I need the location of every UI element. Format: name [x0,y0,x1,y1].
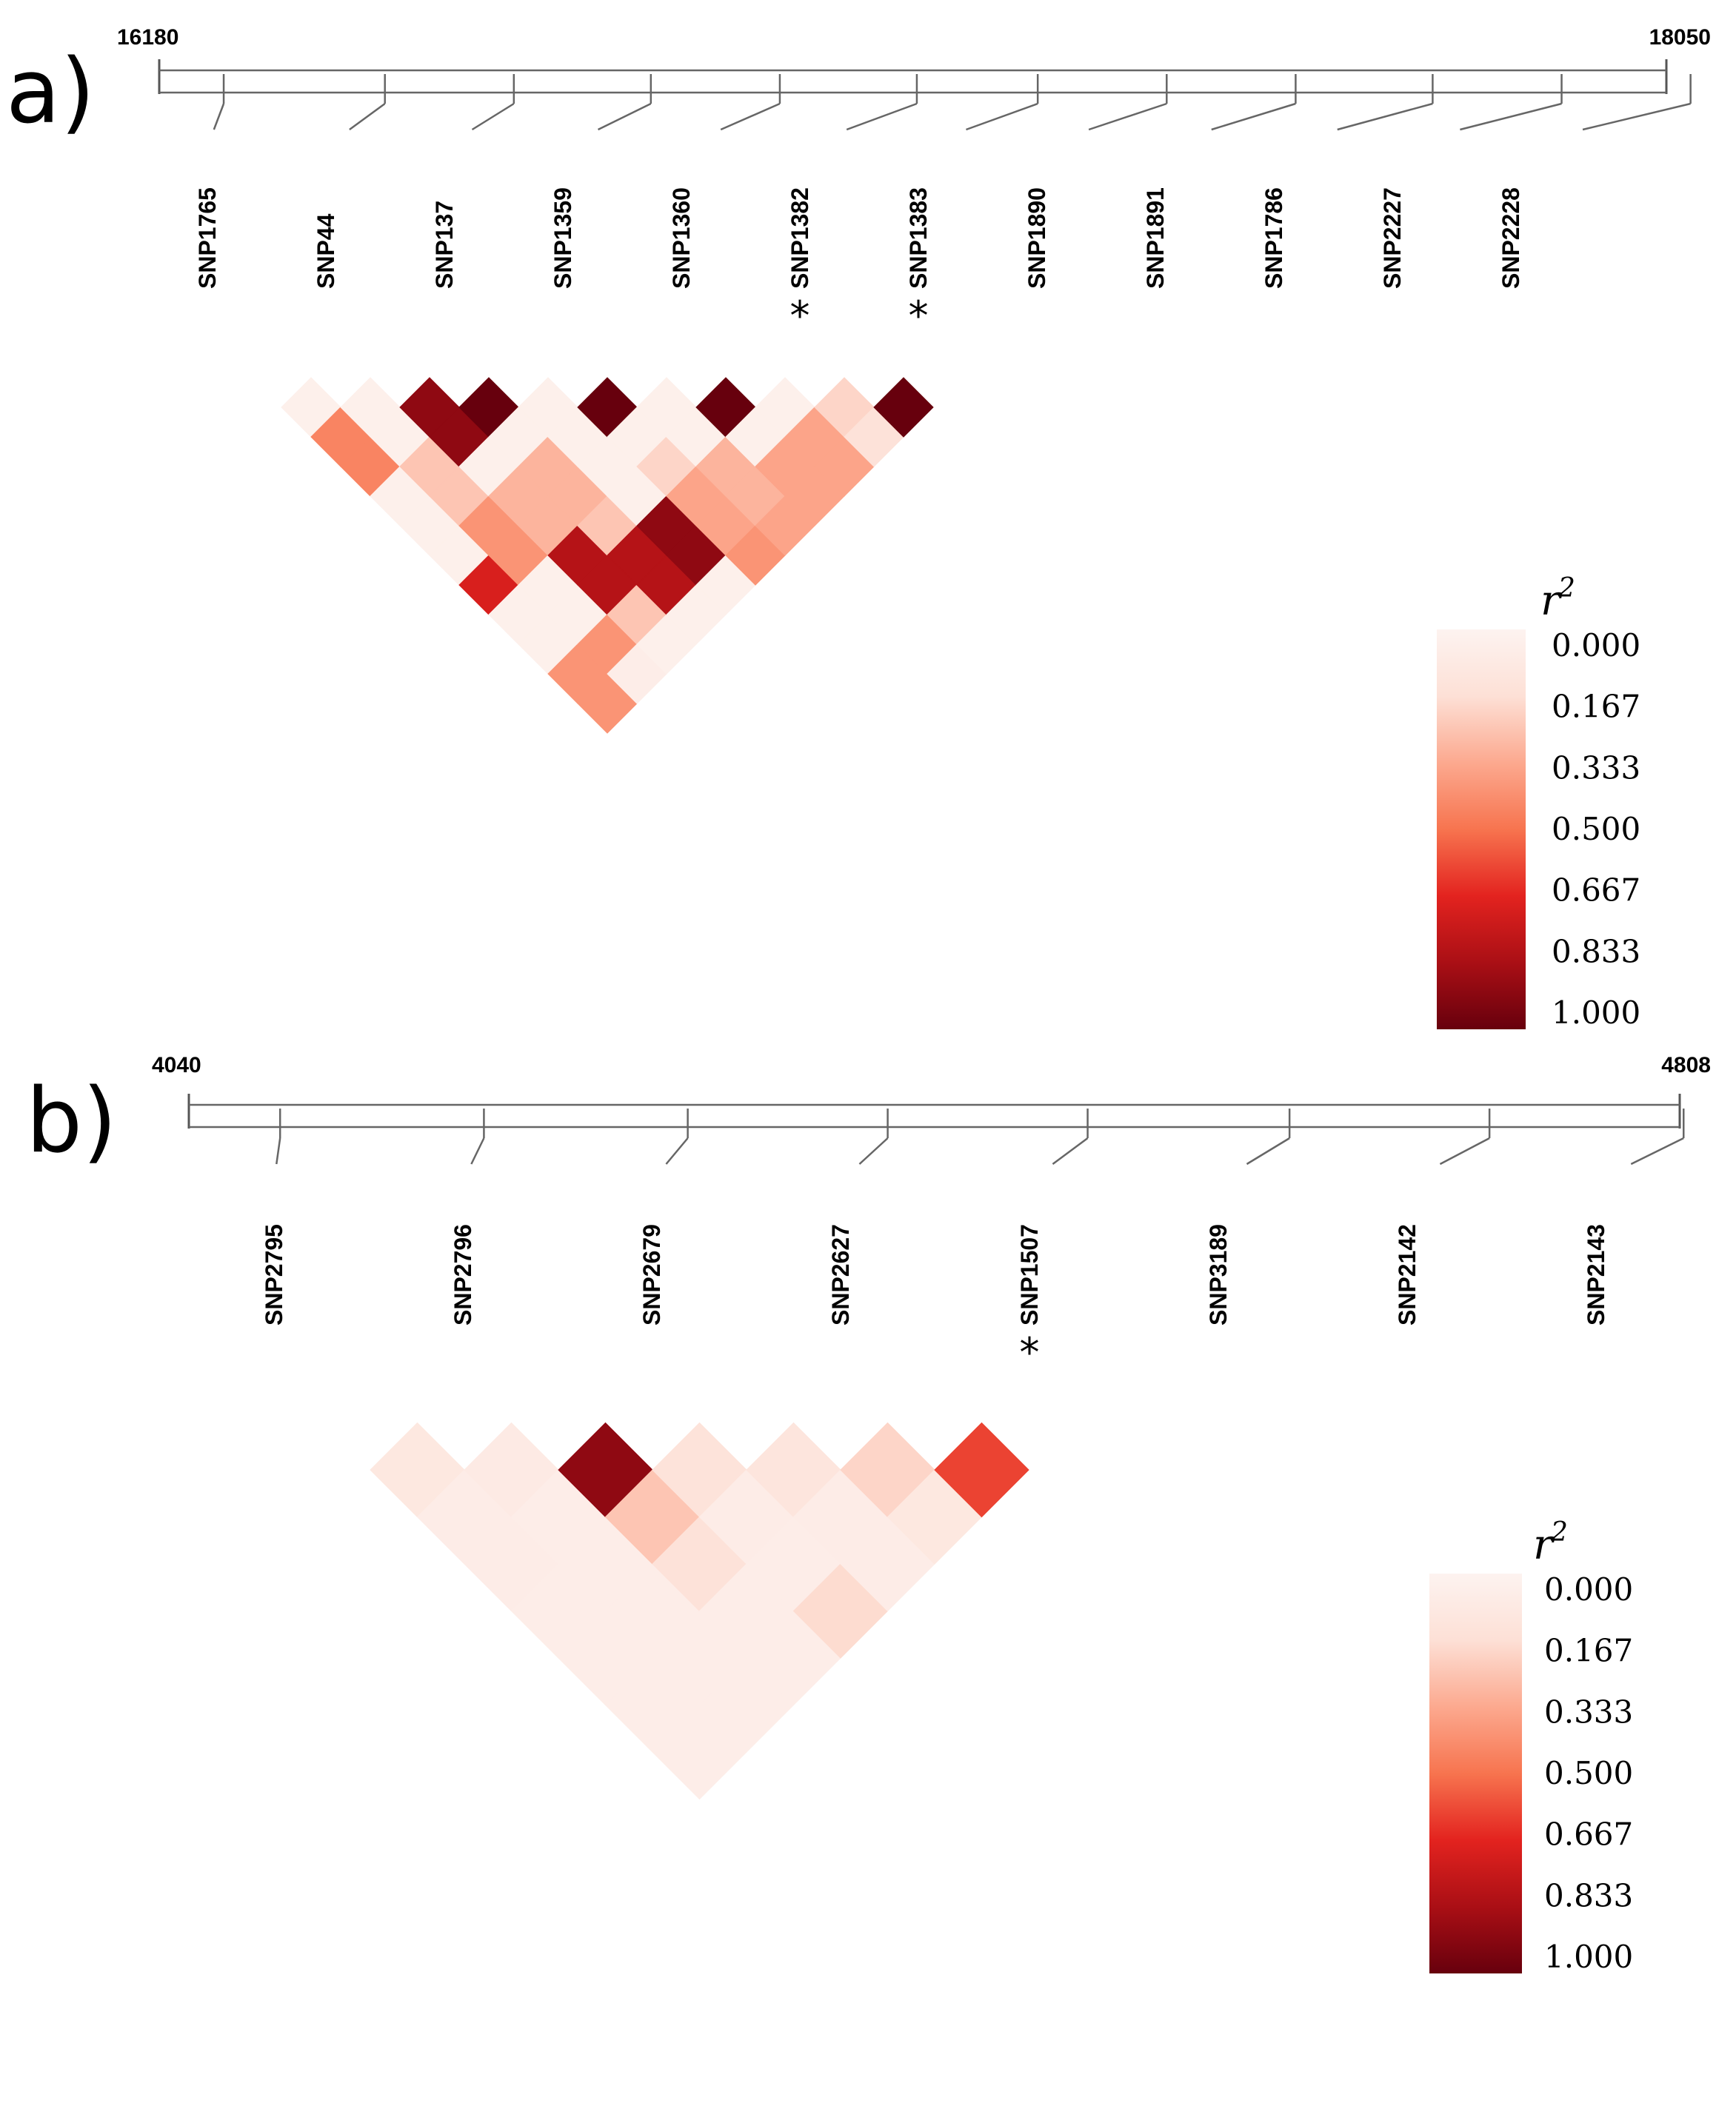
a-snp-label-SNP1765: SNP1765 [194,187,221,289]
b-star-marker-SNP1507: * [1020,1329,1040,1376]
panel-b-region-end: 4808 [1661,1053,1711,1077]
a-connector-SNP1890 [1088,102,1167,131]
b-legend-tick-3: 0.500 [1544,1755,1633,1791]
a-legend-tick-5: 0.833 [1552,933,1640,969]
a-legend-tick-1: 0.167 [1552,689,1640,725]
panel-a-ld-heatmap [281,377,934,734]
panel-b-region-start: 4040 [152,1053,201,1077]
b-connector-SNP2142 [1439,1137,1490,1166]
b-connector-SNP2679 [665,1137,689,1165]
a-legend-tick-3: 0.500 [1552,811,1640,847]
b-legend-tick-5: 0.833 [1544,1877,1633,1913]
a-legend-colorbar [1437,629,1526,1029]
a-ld-cell-SNP2227-SNP2228 [873,377,934,438]
b-connector-SNP1507 [1052,1137,1089,1166]
a-connector-SNP1382 [846,102,918,131]
b-legend-colorbar [1429,1574,1522,1973]
a-snp-label-SNP1891: SNP1891 [1142,187,1169,289]
b-snp-label-SNP2795: SNP2795 [261,1224,287,1326]
panel-b-snp-labels: SNP2795 SNP2796 SNP2679 SNP2627 SNP1507 * SNP3… [261,1224,1609,1376]
b-connector-SNP2795 [276,1137,281,1165]
panel-b: b) 4040 4808 SNP2795 SNP2796 SNP2679 SNP262… [26,1053,1711,1975]
a-snp-label-SNP44: SNP44 [313,213,339,289]
a-snp-label-SNP1360: SNP1360 [668,187,695,289]
b-ld-cell-SNP2142-SNP2143 [934,1422,1029,1518]
a-star-marker-SNP1383: * [909,292,929,339]
a-snp-label-SNP1382: SNP1382 [787,187,813,289]
panel-a-label: a) [6,41,95,144]
a-snp-label-SNP2228: SNP2228 [1498,187,1524,289]
b-connector-SNP2143 [1630,1137,1684,1166]
b-snp-label-SNP2143: SNP2143 [1583,1224,1609,1326]
a-connector-SNP1765 [213,103,225,130]
b-connector-SNP3189 [1246,1137,1290,1166]
a-legend-tick-6: 1.000 [1552,994,1640,1031]
b-legend-title: r [1533,1521,1555,1569]
a-snp-label-SNP2227: SNP2227 [1379,187,1406,289]
a-connector-SNP1383 [966,102,1038,131]
a-connector-SNP1360 [720,102,781,131]
a-snp-label-SNP137: SNP137 [431,201,458,289]
panel-a-region-start: 16180 [117,25,178,50]
panel-b-ld-heatmap [370,1422,1029,1800]
a-connector-SNP2227 [1460,102,1562,131]
a-legend-title: r [1540,577,1563,625]
a-legend-tick-4: 0.667 [1552,872,1640,909]
panel-b-legend: r2 0.000 0.167 0.333 0.500 0.667 0.833 1.000 [1429,1517,1633,1975]
b-legend-tick-4: 0.667 [1544,1816,1633,1853]
a-connector-SNP44 [349,102,386,131]
b-legend-tick-6: 1.000 [1544,1939,1633,1975]
panel-b-position-ruler [187,1094,1685,1166]
b-snp-label-SNP2679: SNP2679 [638,1224,665,1326]
b-snp-label-SNP1507: SNP1507 [1016,1224,1043,1326]
panel-a-snp-labels: SNP1765 SNP44 SNP137 SNP1359 SNP1360 SNP1382 *… [194,187,1524,339]
b-legend-tick-0: 0.000 [1544,1571,1633,1608]
panel-a: a) 16180 18050 SNP1765 SNP44 SNP137 SNP1359… [6,25,1711,1031]
a-connector-SNP137 [471,102,515,131]
a-legend-title-superscript: 2 [1558,573,1575,604]
a-legend-tick-2: 0.333 [1552,749,1640,786]
panel-b-label: b) [26,1070,117,1173]
panel-a-region-end: 18050 [1649,25,1711,50]
a-connector-SNP1359 [597,102,652,131]
b-connector-SNP2796 [470,1137,485,1165]
a-snp-label-SNP1383: SNP1383 [905,187,932,289]
b-snp-label-SNP3189: SNP3189 [1205,1224,1232,1326]
a-snp-label-SNP1890: SNP1890 [1024,187,1050,289]
a-connector-SNP2228 [1582,102,1691,131]
b-legend-tick-1: 0.167 [1544,1633,1633,1669]
a-snp-label-SNP1786: SNP1786 [1261,187,1287,289]
a-legend-tick-0: 0.000 [1552,627,1640,663]
panel-a-position-ruler [158,59,1692,131]
b-snp-label-SNP2142: SNP2142 [1394,1224,1420,1326]
b-legend-tick-2: 0.333 [1544,1694,1633,1730]
a-star-marker-SNP1382: * [790,292,810,339]
b-legend-title-superscript: 2 [1550,1517,1568,1548]
b-connector-SNP2627 [858,1137,889,1165]
b-snp-label-SNP2627: SNP2627 [827,1224,854,1326]
b-snp-label-SNP2796: SNP2796 [450,1224,476,1326]
a-connector-SNP1891 [1211,102,1296,131]
a-snp-label-SNP1359: SNP1359 [550,187,576,289]
a-connector-SNP1786 [1337,102,1433,131]
panel-a-legend: r2 0.000 0.167 0.333 0.500 0.667 0.833 1.000 [1437,573,1640,1031]
